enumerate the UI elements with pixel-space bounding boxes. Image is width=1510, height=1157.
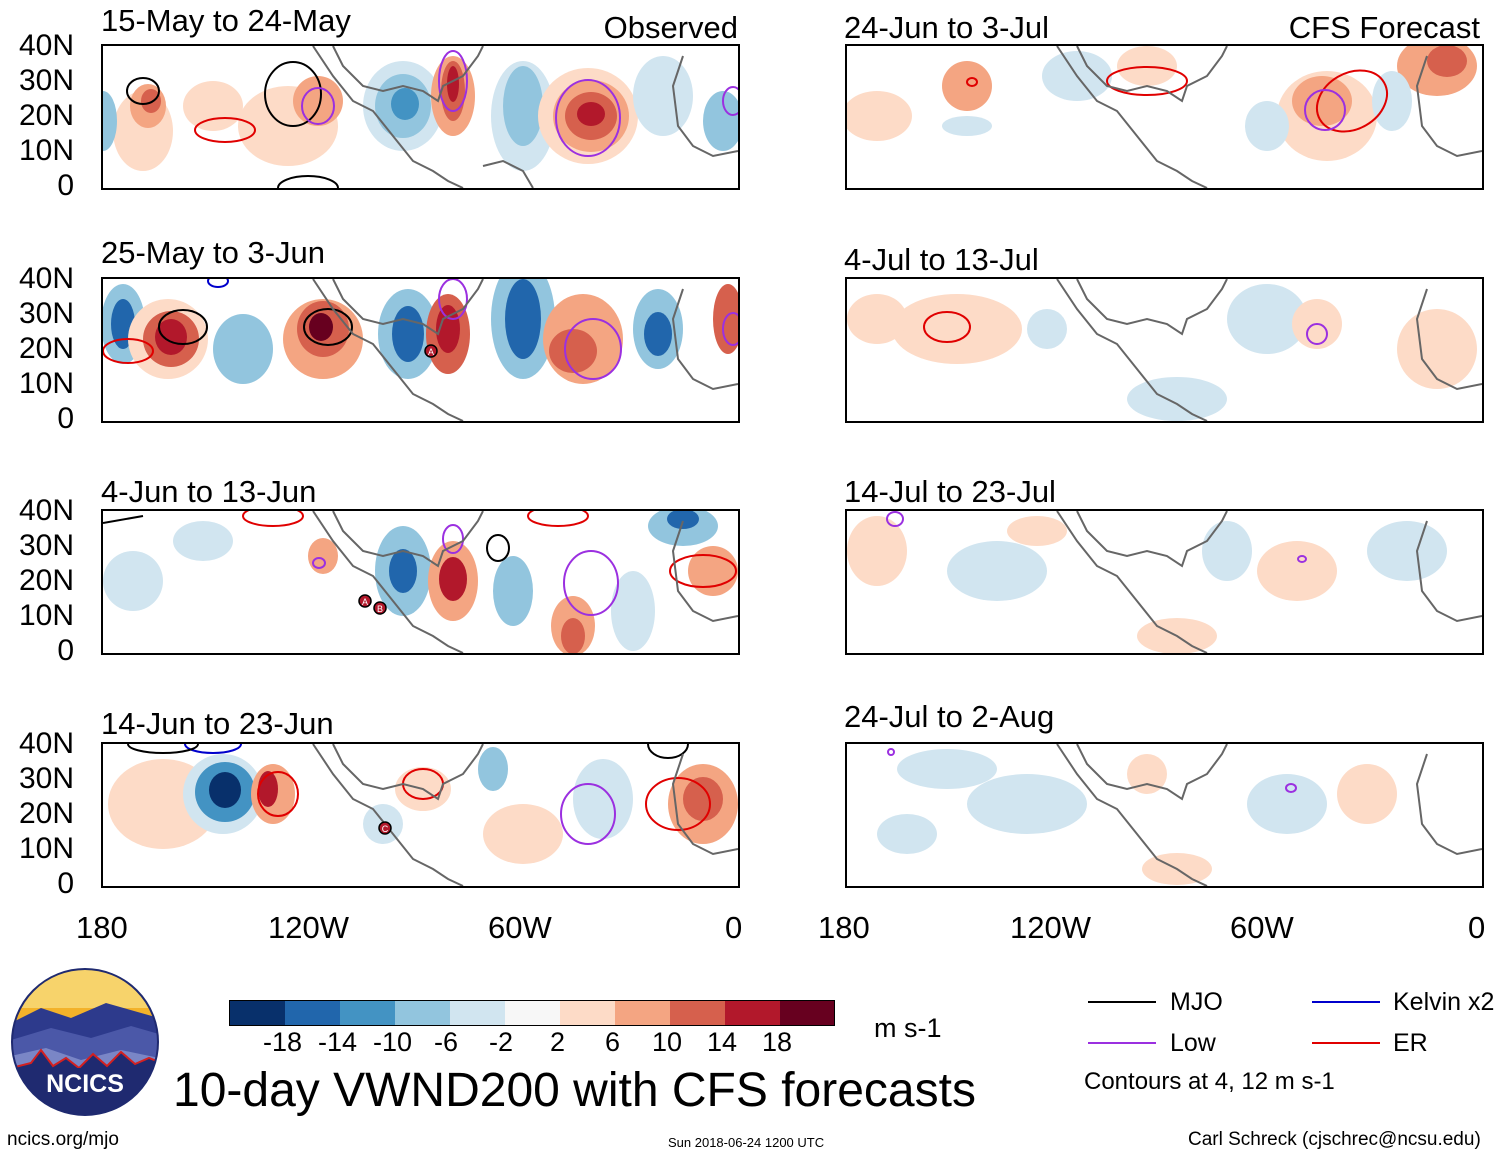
- lat-label: 40N: [18, 29, 74, 62]
- footer-timestamp: Sun 2018-06-24 1200 UTC: [668, 1135, 825, 1150]
- lat-label: 30N: [18, 64, 74, 97]
- lon-label: 120W: [1010, 910, 1091, 945]
- units-label: m s-1: [874, 1013, 942, 1043]
- colorbar-swatch: [560, 1001, 616, 1025]
- legend-label-mjo: MJO: [1170, 988, 1223, 1016]
- panel-title-3: 4-Jun to 13-Jun: [101, 474, 317, 509]
- lat-label: 20N: [18, 797, 74, 830]
- colorbar: [229, 1000, 835, 1026]
- colorbar-swatch: [615, 1001, 671, 1025]
- panel-title-8: 24-Jul to 2-Aug: [844, 699, 1055, 734]
- lat-label: 0: [57, 169, 74, 202]
- colorbar-tick: -2: [489, 1027, 514, 1057]
- map-panel-observed-3: A B: [101, 509, 740, 655]
- colorbar-swatch: [670, 1001, 726, 1025]
- lat-label: 0: [57, 634, 74, 667]
- legend-line-kelvin: [1312, 1001, 1380, 1003]
- storm-marker-b-icon: B: [373, 601, 387, 615]
- lat-label: 40N: [18, 262, 74, 295]
- footer-author: Carl Schreck (cjschrec@ncsu.edu): [1188, 1129, 1481, 1150]
- legend-label-low: Low: [1170, 1029, 1216, 1057]
- colorbar-swatch: [395, 1001, 451, 1025]
- colorbar-tick: 2: [550, 1027, 566, 1057]
- colorbar-swatch: [450, 1001, 506, 1025]
- colorbar-swatch: [285, 1001, 341, 1025]
- footer-url[interactable]: ncics.org/mjo: [7, 1129, 119, 1150]
- logo-text: NCICS: [46, 1070, 124, 1098]
- lat-label: 0: [57, 402, 74, 435]
- lat-label: 20N: [18, 332, 74, 365]
- lat-label: 10N: [18, 134, 74, 167]
- storm-marker-c-icon: C: [378, 821, 392, 835]
- legend-line-low: [1088, 1042, 1156, 1044]
- panel-title-5: 24-Jun to 3-Jul: [844, 10, 1050, 45]
- panel-title-1: 15-May to 24-May: [101, 3, 351, 38]
- lat-label: 20N: [18, 564, 74, 597]
- storm-marker-label: B: [377, 604, 383, 614]
- legend-line-er: [1312, 1042, 1380, 1044]
- lat-label: 10N: [18, 832, 74, 865]
- contour-note: Contours at 4, 12 m s-1: [1084, 1068, 1335, 1095]
- map-panel-forecast-1: [845, 44, 1484, 190]
- colorbar-tick: 18: [762, 1027, 793, 1057]
- map-panel-forecast-4: [845, 742, 1484, 888]
- colorbar-tick: 10: [652, 1027, 683, 1057]
- lon-label: 60W: [488, 910, 552, 945]
- colorbar-tick: 6: [605, 1027, 621, 1057]
- storm-marker-a-icon: A: [424, 344, 438, 358]
- lat-label: 20N: [18, 99, 74, 132]
- colorbar-swatch: [230, 1001, 286, 1025]
- colorbar-tick: -10: [373, 1027, 413, 1057]
- lat-label: 10N: [18, 367, 74, 400]
- observed-label: Observed: [603, 10, 738, 45]
- lon-label: 60W: [1230, 910, 1294, 945]
- lat-label: 30N: [18, 529, 74, 562]
- storm-marker-label: A: [428, 347, 434, 357]
- map-panel-observed-2: A: [101, 277, 740, 423]
- colorbar-tick: -18: [263, 1027, 303, 1057]
- colorbar-swatch: [340, 1001, 396, 1025]
- panel-title-7: 14-Jul to 23-Jul: [844, 474, 1056, 509]
- colorbar-tick: -14: [318, 1027, 358, 1057]
- lon-label: 180: [76, 910, 128, 945]
- panel-title-6: 4-Jul to 13-Jul: [844, 242, 1039, 277]
- lon-label: 0: [1468, 910, 1486, 945]
- map-panel-observed-1: [101, 44, 740, 190]
- figure-title: 10-day VWND200 with CFS forecasts: [173, 1064, 976, 1117]
- lat-label: 10N: [18, 599, 74, 632]
- map-panel-forecast-3: [845, 509, 1484, 655]
- ncics-logo: NCICS: [11, 968, 159, 1116]
- lon-label: 0: [725, 910, 743, 945]
- lat-label: 30N: [18, 297, 74, 330]
- panel-title-2: 25-May to 3-Jun: [101, 235, 325, 270]
- storm-marker-label: A: [362, 597, 368, 607]
- colorbar-swatch: [725, 1001, 781, 1025]
- lat-label: 40N: [18, 494, 74, 527]
- colorbar-swatch: [780, 1001, 834, 1025]
- panel-title-4: 14-Jun to 23-Jun: [101, 706, 334, 741]
- legend-label-kelvin: Kelvin x2: [1393, 988, 1495, 1016]
- map-panel-forecast-2: [845, 277, 1484, 423]
- colorbar-tick: 14: [707, 1027, 738, 1057]
- lat-label: 40N: [18, 727, 74, 760]
- forecast-label: CFS Forecast: [1288, 10, 1480, 45]
- storm-marker-a-icon: A: [358, 594, 372, 608]
- colorbar-tick: -6: [434, 1027, 459, 1057]
- lat-label: 0: [57, 867, 74, 900]
- lon-label: 120W: [268, 910, 349, 945]
- map-panel-observed-4: C: [101, 742, 740, 888]
- colorbar-swatch: [505, 1001, 561, 1025]
- lat-label: 30N: [18, 762, 74, 795]
- legend-line-mjo: [1088, 1001, 1156, 1003]
- legend-label-er: ER: [1393, 1029, 1428, 1057]
- lon-label: 180: [818, 910, 870, 945]
- storm-marker-label: C: [382, 824, 389, 834]
